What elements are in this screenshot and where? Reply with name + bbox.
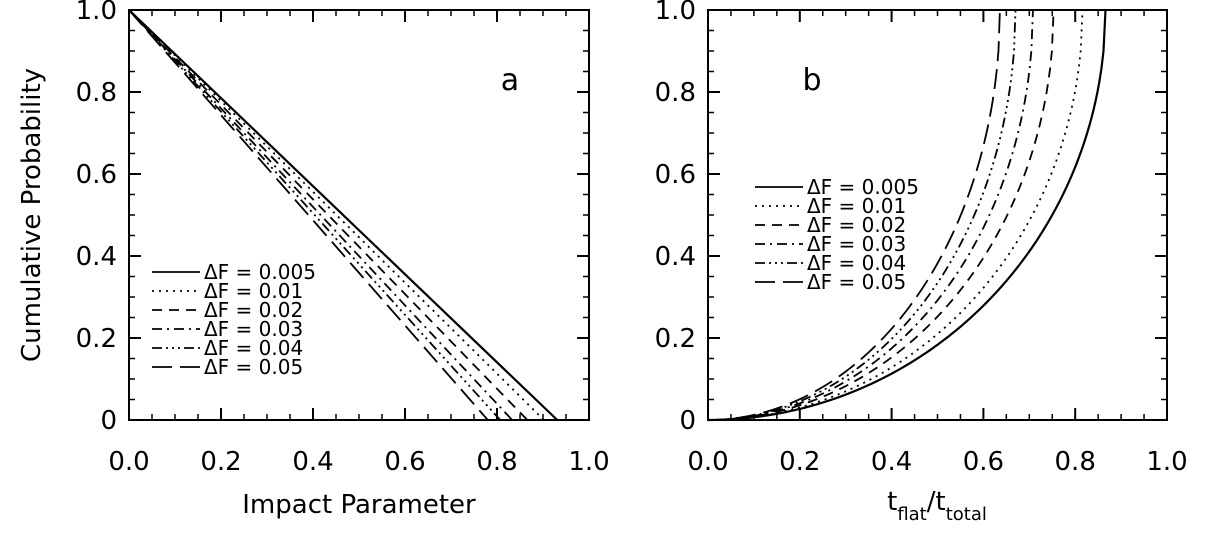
- series-line: [128, 9, 559, 421]
- ticks-b: 0.0 0.2 0.4 0.6 0.8 1.0 0 0.2 0.4 0.6 0.8 1.0: [655, 0, 1188, 477]
- x-tick-label: 0.6: [384, 447, 425, 477]
- x-axis-title-a: Impact Parameter: [242, 490, 476, 520]
- legend-label: ΔF = 0.04: [807, 251, 906, 275]
- series-line: [707, 9, 1017, 421]
- x-tick-label: 0.8: [476, 447, 517, 477]
- x-tick-label: 0.2: [200, 447, 241, 477]
- y-tick-label: 0.8: [76, 78, 117, 108]
- plot-frame-a: [128, 9, 590, 421]
- y-tick-label: 0: [100, 406, 117, 436]
- y-tick-label: 1.0: [76, 0, 117, 26]
- y-tick-label: 0.4: [76, 242, 117, 272]
- plot-frame-b: [707, 9, 1168, 421]
- x-tick-label: 1.0: [1146, 447, 1187, 477]
- legend-label: ΔF = 0.005: [204, 260, 316, 284]
- series-line: [707, 9, 1107, 422]
- x-tick-label: 0.0: [687, 447, 728, 477]
- x-axis-title-b-main: t: [887, 487, 897, 517]
- panel-label-b: b: [802, 63, 821, 98]
- x-axis-title-b-sub2: total: [946, 504, 987, 525]
- x-tick-label: 0.2: [779, 447, 820, 477]
- legend-label: ΔF = 0.02: [807, 213, 906, 237]
- x-tick-label: 0.4: [292, 447, 333, 477]
- x-axis-title-b-sep: /t: [927, 487, 946, 517]
- y-tick-label: 0: [679, 406, 696, 436]
- legend-label: ΔF = 0.005: [807, 175, 919, 199]
- panel-label-a: a: [501, 63, 519, 98]
- ticks-a: 0.0 0.2 0.4 0.6 0.8 1.0 0 0.2 0.4 0.6 0.8 1.0: [76, 0, 610, 477]
- series-group-b: [707, 9, 1107, 422]
- y-tick-label: 0.6: [655, 160, 696, 190]
- legend-label: ΔF = 0.01: [204, 279, 303, 303]
- x-tick-label: 0.4: [871, 447, 912, 477]
- legend-label: ΔF = 0.05: [807, 270, 906, 294]
- legend-label: ΔF = 0.05: [204, 355, 303, 379]
- y-tick-label: 1.0: [655, 0, 696, 26]
- x-tick-label: 1.0: [568, 447, 609, 477]
- legend-label: ΔF = 0.02: [204, 298, 303, 322]
- panel-b: 0.0 0.2 0.4 0.6 0.8 1.0 0 0.2 0.4 0.6 0.8 1.0 ΔF = …: [655, 0, 1188, 525]
- series-line: [128, 9, 513, 421]
- series-line: [128, 9, 529, 421]
- x-axis-title-b: tflat/ttotal: [887, 487, 987, 525]
- x-axis-title-b-sub1: flat: [897, 504, 926, 525]
- y-tick-label: 0.4: [655, 242, 696, 272]
- series-line: [128, 9, 545, 421]
- series-group-a: [128, 9, 559, 421]
- legend-label: ΔF = 0.03: [204, 317, 303, 341]
- series-line: [707, 9, 1055, 421]
- y-tick-label: 0.8: [655, 78, 696, 108]
- panel-a: 0.0 0.2 0.4 0.6 0.8 1.0 0 0.2 0.4 0.6 0.8 1.0 ΔF = …: [17, 0, 610, 520]
- x-tick-label: 0.6: [963, 447, 1004, 477]
- legend-label: ΔF = 0.01: [807, 194, 906, 218]
- series-line: [707, 9, 1001, 421]
- y-tick-label: 0.2: [76, 324, 117, 354]
- y-tick-label: 0.6: [76, 160, 117, 190]
- x-tick-label: 0.0: [108, 447, 149, 477]
- series-line: [707, 9, 1084, 421]
- legend-label: ΔF = 0.04: [204, 336, 303, 360]
- x-tick-label: 0.8: [1055, 447, 1096, 477]
- y-axis-title-a: Cumulative Probability: [17, 68, 47, 362]
- series-line: [128, 9, 501, 421]
- legend-label: ΔF = 0.03: [807, 232, 906, 256]
- series-line: [128, 9, 489, 421]
- y-tick-label: 0.2: [655, 324, 696, 354]
